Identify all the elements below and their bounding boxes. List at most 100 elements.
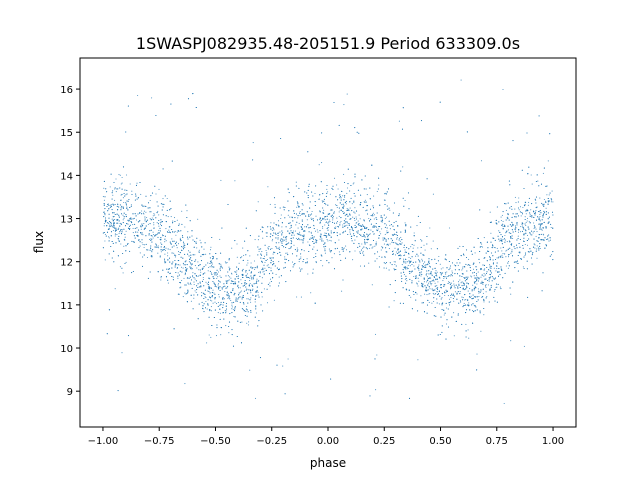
data-point bbox=[117, 390, 119, 392]
data-point bbox=[289, 216, 291, 218]
data-point bbox=[219, 281, 221, 283]
data-point bbox=[208, 290, 210, 293]
data-point bbox=[202, 278, 204, 281]
data-point bbox=[535, 235, 537, 237]
data-point bbox=[458, 283, 460, 285]
data-point bbox=[277, 224, 279, 226]
data-point bbox=[393, 300, 395, 302]
data-point bbox=[343, 220, 345, 222]
data-point bbox=[501, 224, 503, 226]
data-point bbox=[373, 225, 375, 227]
data-point bbox=[184, 247, 186, 249]
data-point bbox=[312, 272, 314, 274]
data-point bbox=[278, 276, 280, 278]
data-point bbox=[365, 188, 367, 190]
data-point bbox=[318, 198, 320, 201]
data-point bbox=[376, 251, 379, 253]
data-point bbox=[489, 270, 491, 272]
data-point bbox=[370, 223, 372, 225]
data-point bbox=[228, 325, 230, 328]
data-point bbox=[292, 230, 294, 232]
data-point bbox=[124, 189, 126, 191]
data-point bbox=[143, 244, 145, 246]
data-point bbox=[302, 204, 304, 206]
data-point bbox=[293, 212, 295, 214]
data-point bbox=[367, 228, 369, 231]
data-point bbox=[535, 209, 537, 212]
data-point bbox=[262, 237, 264, 239]
data-point bbox=[486, 296, 488, 298]
data-point bbox=[251, 284, 253, 286]
data-point bbox=[354, 224, 356, 226]
data-point bbox=[467, 290, 469, 292]
data-point bbox=[460, 282, 462, 284]
data-point bbox=[352, 216, 354, 218]
data-point bbox=[314, 230, 317, 232]
data-point bbox=[280, 238, 282, 240]
data-point bbox=[516, 216, 518, 218]
data-point bbox=[153, 224, 155, 226]
data-point bbox=[476, 300, 478, 303]
data-point bbox=[281, 238, 283, 240]
data-point bbox=[225, 280, 227, 282]
data-point bbox=[237, 285, 239, 287]
data-point bbox=[422, 302, 424, 304]
data-point bbox=[255, 308, 257, 310]
data-point bbox=[497, 283, 499, 285]
data-point bbox=[214, 293, 216, 295]
data-point bbox=[113, 204, 115, 206]
data-point bbox=[115, 228, 117, 231]
data-point bbox=[246, 288, 248, 290]
data-point bbox=[538, 115, 540, 117]
data-point bbox=[256, 280, 258, 282]
data-point bbox=[216, 277, 218, 279]
data-point bbox=[179, 287, 181, 289]
data-point bbox=[296, 247, 298, 249]
data-point bbox=[431, 280, 433, 282]
data-point bbox=[389, 228, 391, 230]
data-point bbox=[464, 299, 466, 301]
data-point bbox=[276, 247, 278, 249]
data-point bbox=[179, 270, 181, 272]
data-point bbox=[549, 239, 552, 241]
data-point bbox=[501, 254, 503, 256]
data-point bbox=[180, 239, 182, 241]
data-point bbox=[411, 256, 413, 258]
data-point bbox=[433, 293, 435, 295]
data-point bbox=[243, 303, 245, 305]
data-point bbox=[108, 217, 110, 219]
data-point bbox=[467, 329, 469, 331]
data-point bbox=[472, 272, 474, 274]
data-point bbox=[533, 216, 535, 218]
data-point bbox=[249, 282, 251, 285]
data-point bbox=[548, 194, 550, 196]
data-point bbox=[176, 267, 179, 269]
data-point bbox=[373, 195, 375, 197]
data-point bbox=[473, 304, 475, 306]
data-point bbox=[501, 250, 503, 252]
data-point bbox=[157, 252, 159, 254]
data-point bbox=[328, 262, 330, 264]
data-point bbox=[439, 263, 441, 265]
data-point bbox=[252, 159, 254, 161]
data-point bbox=[410, 226, 412, 228]
data-point bbox=[533, 225, 535, 227]
data-point bbox=[298, 261, 300, 263]
data-point bbox=[129, 224, 131, 226]
data-point bbox=[160, 203, 162, 205]
data-point bbox=[456, 273, 459, 275]
data-point bbox=[480, 276, 482, 278]
data-point bbox=[336, 184, 338, 186]
data-point bbox=[500, 238, 502, 240]
data-point bbox=[161, 234, 164, 236]
data-point bbox=[304, 226, 306, 228]
data-point bbox=[324, 252, 326, 254]
data-point bbox=[427, 280, 429, 282]
data-point bbox=[504, 239, 506, 241]
data-point bbox=[505, 209, 507, 211]
data-point bbox=[141, 210, 143, 212]
data-point bbox=[541, 219, 543, 221]
data-point bbox=[104, 213, 106, 215]
data-point bbox=[267, 264, 269, 266]
data-point bbox=[340, 199, 342, 201]
